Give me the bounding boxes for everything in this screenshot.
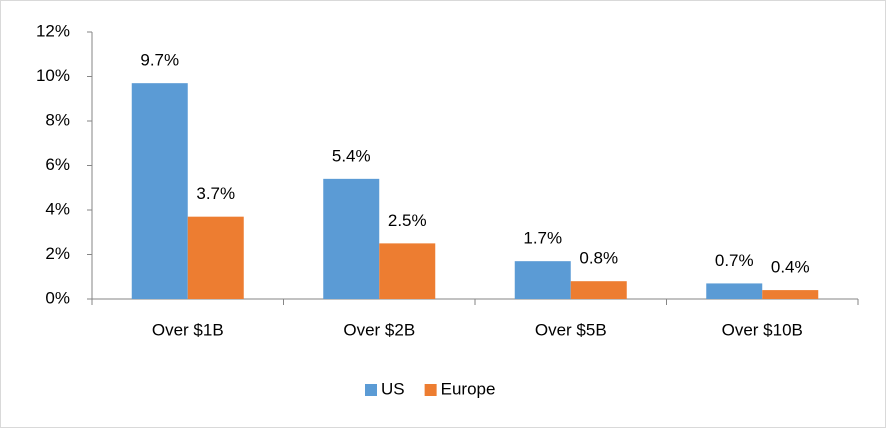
legend-swatch (365, 384, 377, 396)
legend-swatch (424, 384, 437, 396)
x-tick-label: Over $5B (535, 320, 607, 339)
x-tick-label: Over $2B (343, 320, 415, 339)
data-label: 9.7% (140, 51, 179, 70)
bar (706, 283, 763, 299)
y-tick-label: 4% (45, 199, 70, 218)
x-tick-label: Over $1B (152, 320, 224, 339)
bar (570, 281, 627, 299)
legend-label: Europe (441, 379, 496, 398)
y-tick-label: 12% (36, 21, 70, 40)
y-tick-label: 10% (36, 66, 70, 85)
bar (762, 290, 819, 299)
data-label: 0.4% (771, 258, 810, 277)
legend-label: US (381, 379, 405, 398)
x-tick-label: Over $10B (722, 320, 803, 339)
bar (131, 83, 188, 299)
data-label: 0.7% (715, 251, 754, 270)
data-label: 1.7% (523, 229, 562, 248)
y-tick-label: 6% (45, 155, 70, 174)
data-label: 3.7% (196, 184, 235, 203)
data-label: 0.8% (579, 249, 618, 268)
bar (379, 243, 436, 299)
data-label: 2.5% (388, 211, 427, 230)
y-tick-label: 8% (45, 110, 70, 129)
data-label: 5.4% (332, 146, 371, 165)
bar (187, 216, 244, 299)
y-tick-label: 0% (45, 288, 70, 307)
bar (514, 261, 571, 299)
bar (323, 178, 380, 299)
y-tick-label: 2% (45, 244, 70, 263)
